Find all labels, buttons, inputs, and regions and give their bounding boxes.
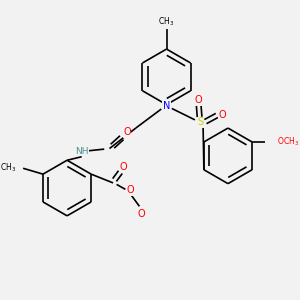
Text: CH$_3$: CH$_3$ — [0, 161, 16, 174]
Text: O: O — [195, 95, 202, 105]
Text: O: O — [127, 185, 134, 195]
Text: O: O — [123, 128, 131, 137]
Text: S: S — [197, 117, 203, 127]
Text: NH: NH — [75, 147, 88, 156]
Text: N: N — [163, 101, 170, 111]
Text: O: O — [137, 208, 145, 219]
Text: OCH$_3$: OCH$_3$ — [277, 136, 299, 148]
Text: CH$_3$: CH$_3$ — [158, 15, 175, 28]
Text: O: O — [218, 110, 226, 120]
Text: O: O — [119, 162, 127, 172]
